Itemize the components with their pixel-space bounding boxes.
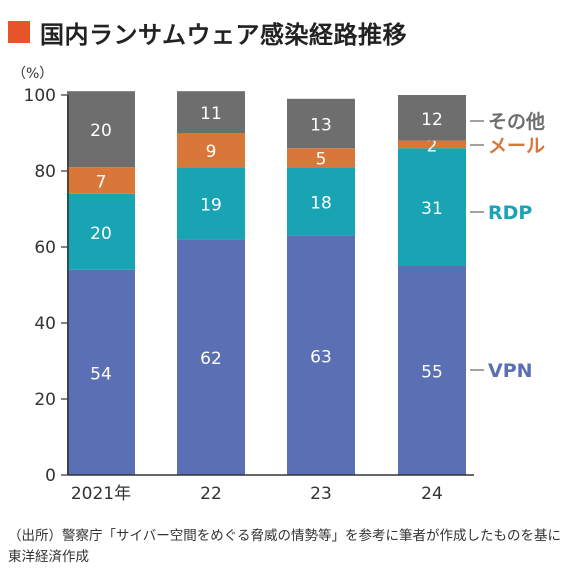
bar-segment-その他: [177, 91, 245, 133]
bar-segment-メール: [177, 133, 245, 168]
y-tick-label: 60: [34, 238, 56, 258]
title-marker: [8, 21, 30, 43]
data-label: 20: [90, 121, 112, 141]
series-label-RDP: RDP: [488, 202, 532, 224]
chart-title: 国内ランサムウェア感染経路推移: [40, 20, 408, 49]
bar-segment-VPN: [177, 239, 245, 475]
bar-segment-VPN: [67, 269, 135, 475]
stacked-bar-chart: （%） 0 20 40 60 80 100 54 20 7 20 2021年 62 19 9 11 22 63 18…: [12, 66, 545, 504]
bar-segment-VPN: [398, 266, 466, 475]
data-label: 5: [316, 150, 327, 170]
bar-segment-VPN: [287, 235, 355, 475]
data-label: 55: [421, 363, 443, 383]
data-label: 7: [96, 173, 107, 193]
x-tick-label: 2021年: [71, 484, 131, 504]
series-label-その他: その他: [488, 110, 545, 133]
y-tick-label: 80: [34, 162, 56, 182]
x-tick-label: 24: [421, 484, 443, 504]
chart-title-block: 国内ランサムウェア感染経路推移: [8, 14, 407, 50]
bar-segment-RDP: [287, 167, 355, 236]
bar-segment-RDP: [398, 148, 466, 266]
y-tick-label: 0: [45, 466, 56, 486]
data-label: 18: [310, 193, 332, 213]
data-label: 63: [310, 347, 332, 367]
bar-segment-RDP: [177, 167, 245, 240]
x-tick-label: 22: [200, 484, 222, 504]
y-axis-unit: （%）: [12, 66, 53, 82]
data-label: 31: [421, 199, 443, 219]
bar-segment-その他: [287, 98, 355, 149]
data-label: 12: [421, 110, 443, 130]
y-tick-label: 100: [24, 86, 56, 106]
data-label: 20: [90, 224, 112, 244]
bar-segment-RDP: [67, 193, 135, 270]
bar-segment-メール: [287, 148, 355, 168]
data-label: 9: [206, 142, 217, 162]
data-label: 11: [200, 104, 222, 124]
data-label: 62: [200, 349, 222, 369]
data-label: 2: [427, 136, 438, 156]
series-label-メール: メール: [488, 135, 545, 157]
y-tick-label: 20: [34, 390, 56, 410]
series-label-VPN: VPN: [488, 360, 533, 382]
bar-segment-その他: [398, 95, 466, 141]
data-label: 13: [310, 116, 332, 136]
bar-segment-メール: [398, 140, 466, 149]
bar-segment-メール: [67, 167, 135, 194]
data-label: 54: [90, 364, 112, 384]
data-label: 19: [200, 195, 222, 215]
source-note: （出所）警察庁「サイバー空間をめぐる脅威の情勢等」を参考に筆者が作成したものを基…: [8, 528, 561, 565]
bar-segment-その他: [67, 91, 135, 168]
y-tick-label: 40: [34, 314, 56, 334]
x-tick-label: 23: [310, 484, 332, 504]
